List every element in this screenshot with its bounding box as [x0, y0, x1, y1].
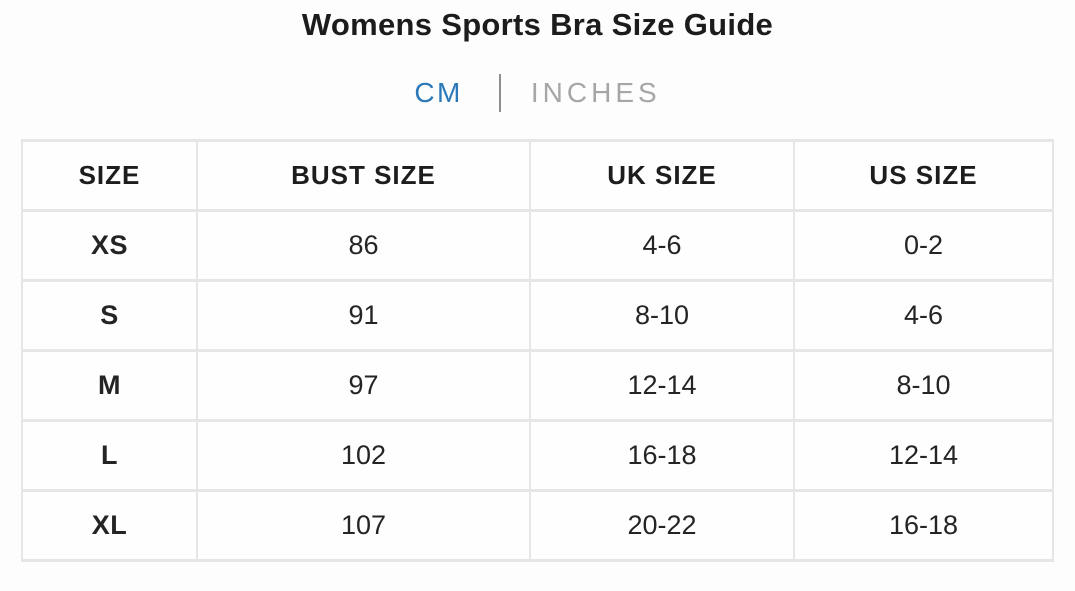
cell-uk-size: 4-6	[529, 209, 795, 282]
cell-bust-size: 91	[196, 279, 531, 352]
cell-bust-size: 86	[196, 209, 531, 282]
cell-uk-size: 16-18	[529, 419, 795, 492]
unit-option-cm[interactable]: CM	[414, 77, 463, 108]
column-header-bust-size: BUST SIZE	[196, 139, 531, 212]
cell-size: M	[21, 349, 198, 422]
cell-us-size: 12-14	[793, 419, 1054, 492]
column-header-us-size: US SIZE	[793, 139, 1054, 212]
table-row-xs: XS 86 4-6 0-2	[21, 209, 1054, 282]
cell-us-size: 4-6	[793, 279, 1054, 352]
cell-us-size: 0-2	[793, 209, 1054, 282]
cell-us-size: 16-18	[793, 489, 1054, 562]
cell-uk-size: 8-10	[529, 279, 795, 352]
cell-size: S	[21, 279, 198, 352]
cell-size: XS	[21, 209, 198, 282]
unit-toggle: CM INCHES	[0, 74, 1075, 112]
page-title: Womens Sports Bra Size Guide	[301, 7, 774, 42]
cell-us-size: 8-10	[793, 349, 1054, 422]
column-header-size: SIZE	[21, 139, 198, 212]
column-header-uk-size: UK SIZE	[529, 139, 795, 212]
table-header-row: SIZE BUST SIZE UK SIZE US SIZE	[21, 139, 1054, 212]
table-row-m: M 97 12-14 8-10	[21, 349, 1054, 422]
cell-uk-size: 12-14	[529, 349, 795, 422]
cell-bust-size: 107	[196, 489, 531, 562]
cell-bust-size: 97	[196, 349, 531, 422]
cell-size: L	[21, 419, 198, 492]
cell-uk-size: 20-22	[529, 489, 795, 562]
cell-bust-size: 102	[196, 419, 531, 492]
cell-size: XL	[21, 489, 198, 562]
table-row-l: L 102 16-18 12-14	[21, 419, 1054, 492]
table-row-xl: XL 107 20-22 16-18	[21, 489, 1054, 562]
unit-separator	[498, 74, 501, 112]
table-row-s: S 91 8-10 4-6	[21, 279, 1054, 352]
unit-option-inches[interactable]: INCHES	[530, 77, 661, 108]
size-guide-table: SIZE BUST SIZE UK SIZE US SIZE XS 86 4-6…	[21, 139, 1054, 562]
